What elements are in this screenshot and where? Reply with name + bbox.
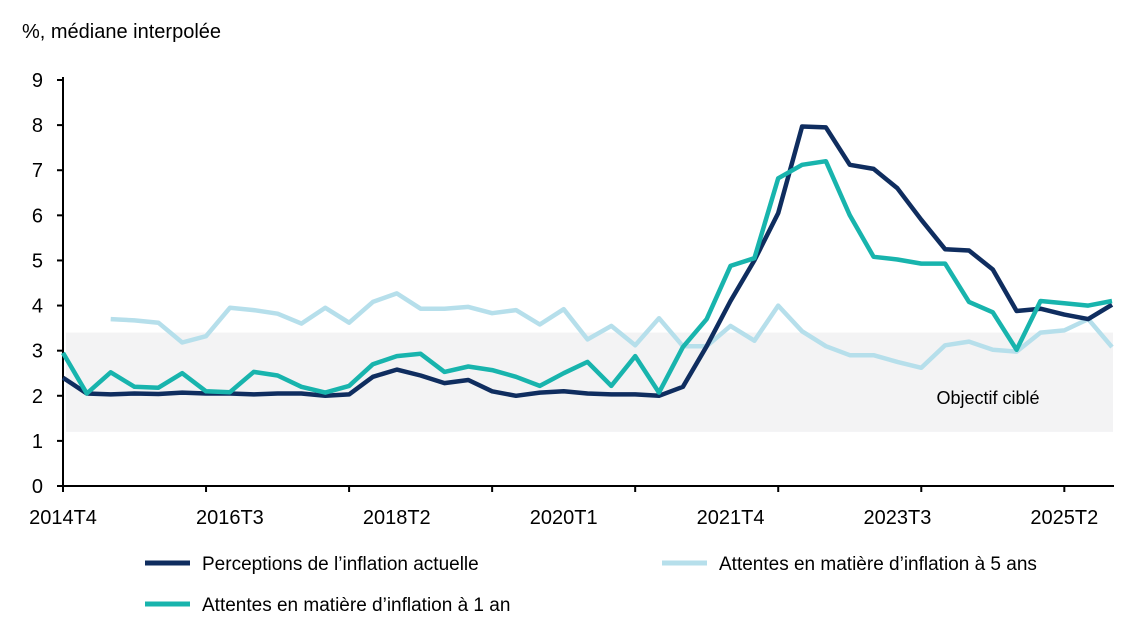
x-tick-label: 2020T1 xyxy=(530,507,598,529)
y-tick-label: 4 xyxy=(32,296,43,318)
y-tick-label: 7 xyxy=(32,160,43,182)
x-tick-label: 2021T4 xyxy=(697,507,765,529)
y-tick-label: 1 xyxy=(32,431,43,453)
axes: 0 1 2 3 4 5 6 7 8 9 2014T4 2016T3 2018T2 2020T1 2021T4… xyxy=(29,70,1114,529)
x-tick-label: 2025T2 xyxy=(1030,507,1098,529)
x-tick-label: 2023T3 xyxy=(864,507,932,529)
legend: Perceptions de l’inflation actuelle Atte… xyxy=(145,554,1037,616)
series-lines xyxy=(61,124,1114,399)
legend-label-perceptions: Perceptions de l’inflation actuelle xyxy=(202,554,479,575)
legend-label-1yr: Attentes en matière d’inflation à 1 an xyxy=(202,595,510,616)
legend-label-5yr: Attentes en matière d’inflation à 5 ans xyxy=(719,554,1037,575)
y-axis-label: %, médiane interpolée xyxy=(22,21,221,43)
x-tick-label: 2018T2 xyxy=(363,507,431,529)
y-tick-label: 6 xyxy=(32,205,43,227)
x-tick-label: 2016T3 xyxy=(196,507,264,529)
y-tick-label: 3 xyxy=(32,341,43,363)
y-tick-label: 0 xyxy=(32,476,43,498)
y-tick-label: 8 xyxy=(32,115,43,137)
y-tick-label: 2 xyxy=(32,386,43,408)
target-band-label: Objectif ciblé xyxy=(936,388,1039,408)
y-tick-label: 9 xyxy=(32,70,43,92)
y-tick-label: 5 xyxy=(32,250,43,272)
target-band xyxy=(66,332,1113,432)
x-tick-label: 2014T4 xyxy=(29,507,97,529)
